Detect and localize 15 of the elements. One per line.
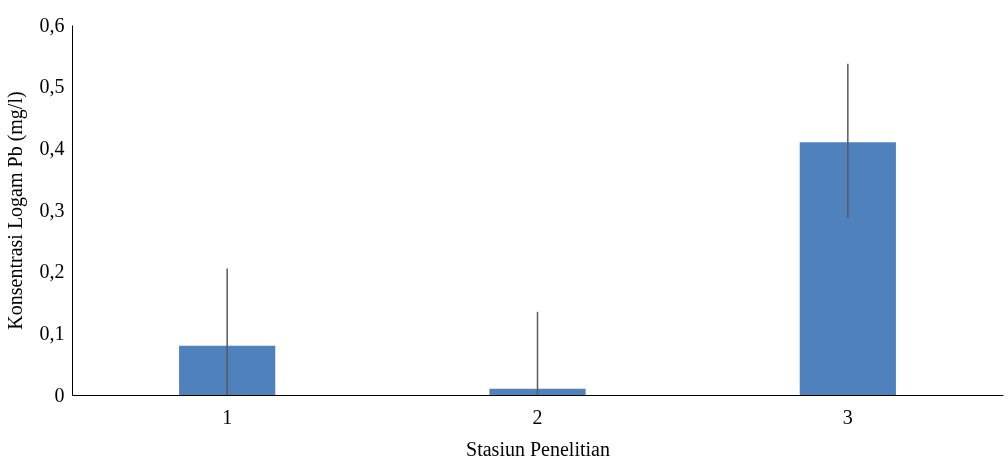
y-axis-title: Konsentrasi Logam Pb (mg/l) — [3, 91, 27, 330]
y-tick-label: 0,4 — [39, 136, 65, 159]
bar — [489, 388, 586, 395]
x-tick-label: 2 — [532, 405, 543, 428]
y-tick-label: 0,5 — [39, 75, 65, 98]
bar — [799, 142, 896, 395]
y-tick-label: 0,2 — [39, 260, 65, 283]
y-tick-label: 0,6 — [39, 13, 65, 36]
y-tick-label: 0,1 — [39, 321, 65, 344]
x-axis-title: Stasiun Penelitian — [466, 437, 610, 460]
x-tick-label: 3 — [842, 405, 853, 428]
bar — [179, 345, 276, 395]
y-tick-label: 0 — [54, 383, 65, 406]
x-tick-label: 1 — [222, 405, 233, 428]
y-tick-label: 0,3 — [39, 198, 65, 221]
